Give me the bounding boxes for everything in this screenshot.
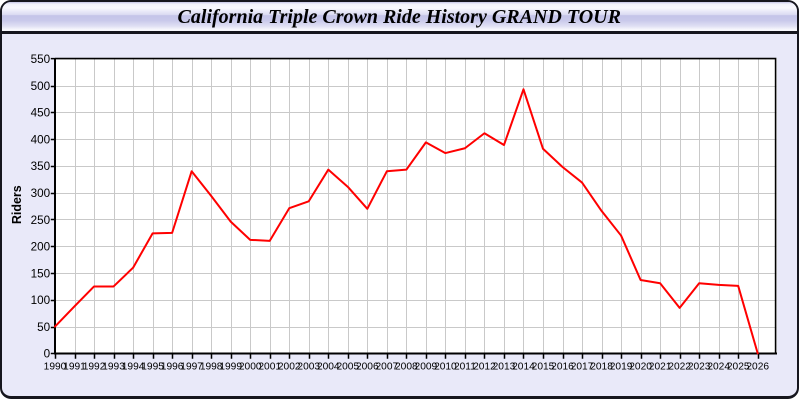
svg-text:50: 50 xyxy=(37,321,51,334)
svg-text:2010: 2010 xyxy=(434,362,457,373)
svg-text:2018: 2018 xyxy=(590,362,613,373)
svg-text:2012: 2012 xyxy=(473,362,496,373)
svg-text:2025: 2025 xyxy=(727,362,750,373)
svg-text:450: 450 xyxy=(31,107,51,120)
svg-text:Riders: Riders xyxy=(10,185,24,224)
svg-text:200: 200 xyxy=(31,241,51,254)
svg-text:250: 250 xyxy=(31,214,51,227)
svg-text:400: 400 xyxy=(31,133,51,146)
svg-text:2017: 2017 xyxy=(571,362,594,373)
svg-text:2009: 2009 xyxy=(415,362,438,373)
svg-text:1992: 1992 xyxy=(83,362,106,373)
svg-text:2015: 2015 xyxy=(532,362,555,373)
svg-text:1999: 1999 xyxy=(219,362,242,373)
svg-text:1993: 1993 xyxy=(102,362,125,373)
svg-text:2013: 2013 xyxy=(493,362,516,373)
svg-text:2011: 2011 xyxy=(454,362,476,373)
svg-text:2007: 2007 xyxy=(376,362,399,373)
svg-text:2005: 2005 xyxy=(336,362,359,373)
svg-text:2019: 2019 xyxy=(610,362,633,373)
svg-text:350: 350 xyxy=(31,160,51,173)
svg-text:2001: 2001 xyxy=(258,362,281,373)
svg-text:1995: 1995 xyxy=(141,362,164,373)
svg-text:2014: 2014 xyxy=(512,362,535,373)
svg-text:2022: 2022 xyxy=(668,362,691,373)
svg-text:1994: 1994 xyxy=(122,362,145,373)
svg-text:300: 300 xyxy=(31,187,51,200)
svg-text:100: 100 xyxy=(31,294,51,307)
svg-text:2026: 2026 xyxy=(746,362,769,373)
svg-text:500: 500 xyxy=(31,80,51,93)
svg-text:150: 150 xyxy=(31,267,51,280)
svg-text:2006: 2006 xyxy=(356,362,379,373)
svg-text:1996: 1996 xyxy=(161,362,184,373)
svg-text:1991: 1991 xyxy=(63,362,86,373)
svg-text:2000: 2000 xyxy=(239,362,262,373)
svg-text:2024: 2024 xyxy=(707,362,730,373)
svg-text:2004: 2004 xyxy=(317,362,340,373)
svg-text:2002: 2002 xyxy=(278,362,301,373)
svg-text:2023: 2023 xyxy=(688,362,711,373)
svg-text:2003: 2003 xyxy=(297,362,320,373)
svg-text:2021: 2021 xyxy=(649,362,672,373)
svg-text:550: 550 xyxy=(31,53,51,66)
svg-text:2008: 2008 xyxy=(395,362,418,373)
svg-text:1990: 1990 xyxy=(44,362,67,373)
svg-text:2020: 2020 xyxy=(629,362,652,373)
svg-text:1997: 1997 xyxy=(180,362,203,373)
svg-text:0: 0 xyxy=(44,348,51,361)
svg-text:1998: 1998 xyxy=(200,362,223,373)
svg-text:2016: 2016 xyxy=(551,362,574,373)
